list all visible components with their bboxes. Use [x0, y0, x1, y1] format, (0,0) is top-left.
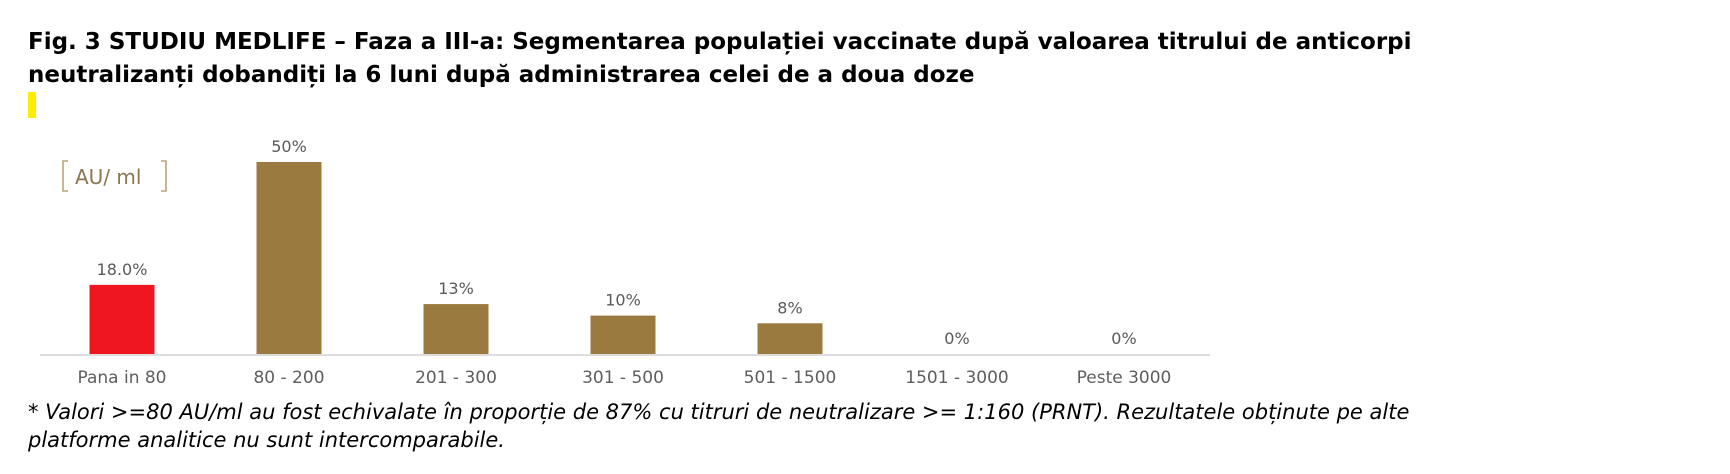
- bar-4: [590, 315, 656, 354]
- tick-label-5: 501 - 1500: [744, 368, 837, 388]
- tick-label-2: 80 - 200: [253, 368, 324, 388]
- figure-title-line-1: Fig. 3 STUDIU MEDLIFE – Faza a III-a: Se…: [28, 29, 1412, 55]
- value-label-2: 50%: [271, 137, 307, 156]
- value-label-6: 0%: [944, 329, 969, 348]
- unit-bracket-right: [161, 160, 167, 192]
- tick-label-6: 1501 - 3000: [905, 368, 1008, 388]
- value-label-7: 0%: [1111, 329, 1136, 348]
- figure-title-line-2: neutralizanți dobandiți la 6 luni după a…: [28, 62, 975, 88]
- value-label-5: 8%: [777, 298, 802, 317]
- value-label-1: 18.0%: [97, 260, 148, 279]
- yellow-text-cursor-marker: [28, 92, 36, 118]
- tick-label-7: Peste 3000: [1077, 368, 1172, 388]
- bar-2: [256, 162, 322, 354]
- footnote-line-1: * Valori >=80 AU/ml au fost echivalate î…: [28, 400, 1410, 424]
- value-label-3: 13%: [438, 279, 474, 298]
- bar-3: [423, 304, 489, 354]
- value-label-4: 10%: [605, 291, 641, 310]
- value-labels-group: 18.0% 50% 13% 10% 8% 0% 0%: [97, 137, 1137, 348]
- footnote-line-2: platforme analitice nu sunt intercompara…: [28, 428, 505, 452]
- tick-labels-group: Pana in 80 80 - 200 201 - 300 301 - 500 501 …: [77, 368, 1171, 388]
- bars-group: [89, 162, 823, 354]
- tick-label-3: 201 - 300: [415, 368, 497, 388]
- unit-bracket-left: [62, 160, 68, 192]
- tick-label-4: 301 - 500: [582, 368, 664, 388]
- unit-label: AU/ ml: [75, 165, 141, 189]
- bar-5: [757, 323, 823, 354]
- unit-label-group: AU/ ml: [62, 160, 167, 192]
- tick-label-1: Pana in 80: [77, 368, 166, 388]
- figure-title: Fig. 3 STUDIU MEDLIFE – Faza a III-a: Se…: [28, 26, 1708, 92]
- footnote: * Valori >=80 AU/ml au fost echivalate î…: [28, 398, 1718, 454]
- bar-1: [89, 284, 155, 354]
- bar-chart: AU/ ml 18.0% 50% 13% 10% 8% 0% 0% Pana in 80 80…: [40, 137, 1210, 388]
